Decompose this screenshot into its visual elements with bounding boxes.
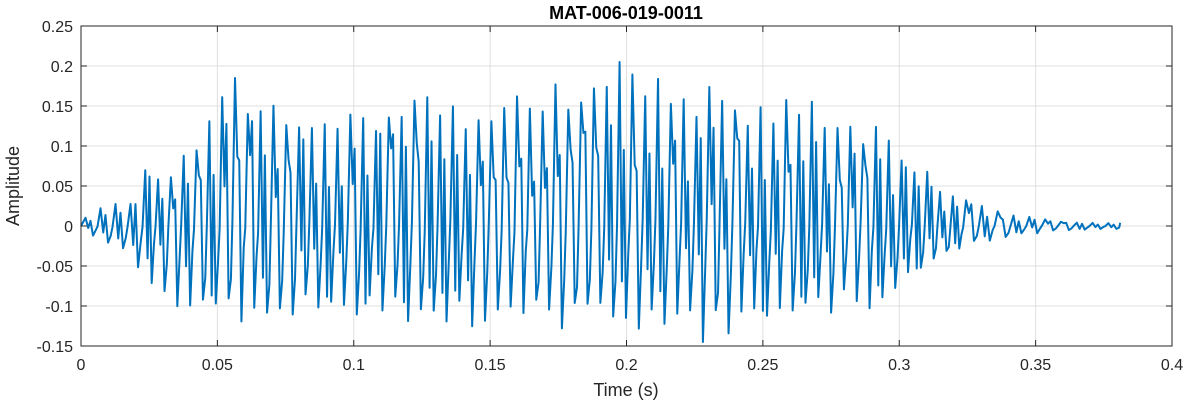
y-tick-label: 0.1 bbox=[51, 139, 73, 156]
x-tick-label: 0.35 bbox=[1020, 357, 1051, 374]
x-tick-label: 0.4 bbox=[1161, 357, 1183, 374]
y-tick-label: -0.05 bbox=[37, 259, 74, 276]
x-tick-label: 0.15 bbox=[475, 357, 506, 374]
x-tick-label: 0.3 bbox=[888, 357, 910, 374]
x-tick-label: 0.25 bbox=[747, 357, 778, 374]
y-axis: -0.15 -0.1 -0.05 0 0.05 0.1 0.15 0.2 0.25 bbox=[37, 19, 1172, 356]
x-tick-label: 0 bbox=[77, 357, 86, 374]
x-axis: 0 0.05 0.1 0.15 0.2 0.25 0.3 0.35 0.4 bbox=[77, 26, 1183, 374]
signal-line bbox=[80, 61, 1122, 343]
y-tick-label: 0.15 bbox=[42, 99, 73, 116]
x-tick-label: 0.2 bbox=[615, 357, 637, 374]
x-axis-label: Time (s) bbox=[593, 380, 658, 400]
chart-title: MAT-006-019-0011 bbox=[549, 3, 703, 23]
y-tick-label: -0.15 bbox=[37, 339, 74, 356]
x-tick-label: 0.1 bbox=[343, 357, 365, 374]
x-tick-label: 0.05 bbox=[202, 357, 233, 374]
signal-series bbox=[80, 61, 1122, 343]
y-tick-label: 0 bbox=[64, 219, 73, 236]
y-tick-label: 0.2 bbox=[51, 59, 73, 76]
y-tick-label: -0.1 bbox=[45, 299, 73, 316]
y-axis-label: Amplitude bbox=[3, 146, 23, 226]
y-tick-label: 0.05 bbox=[42, 179, 73, 196]
y-tick-label: 0.25 bbox=[42, 19, 73, 36]
